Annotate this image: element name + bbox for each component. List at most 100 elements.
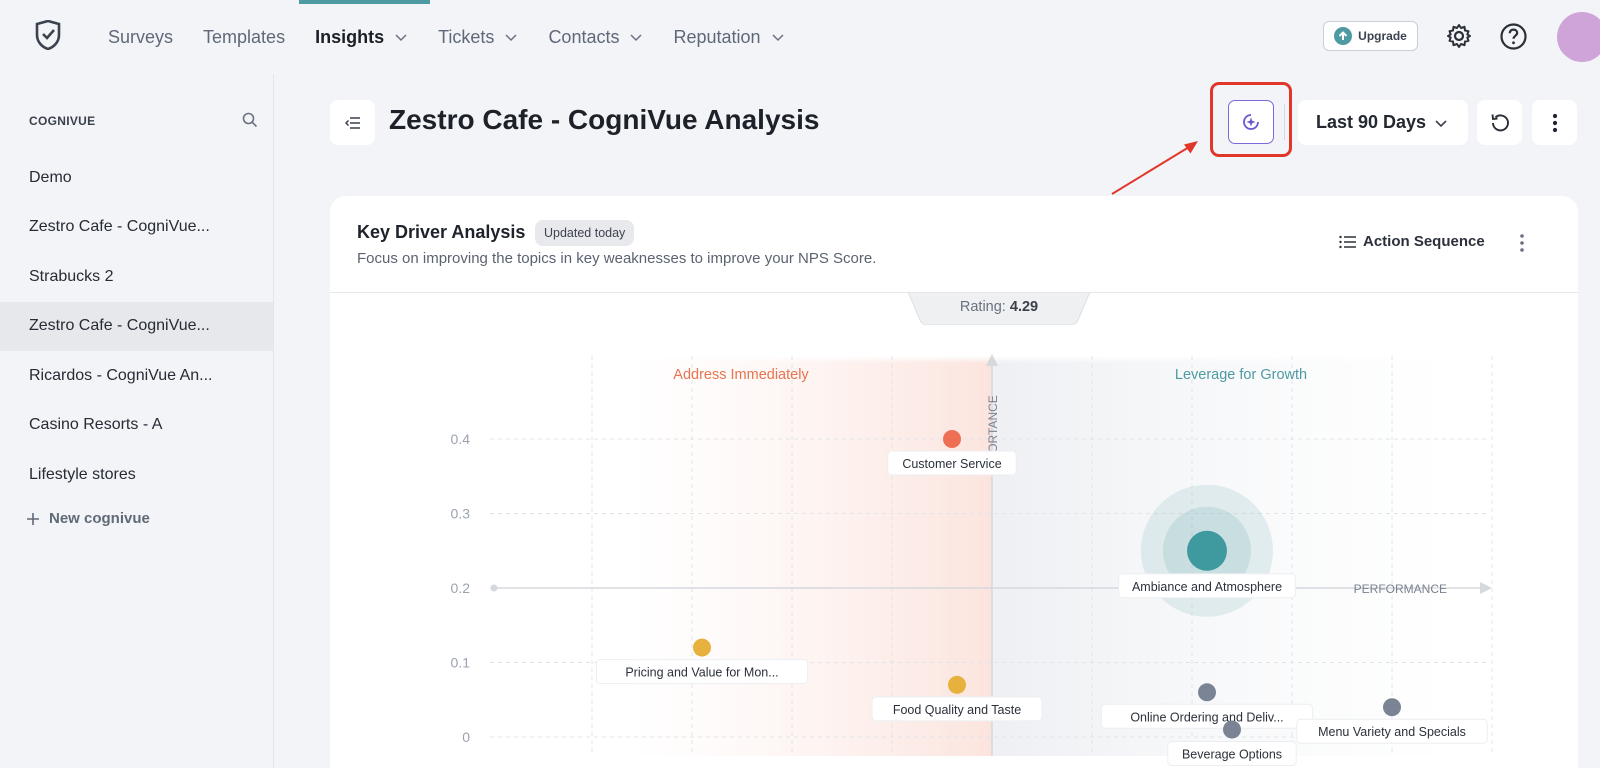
x-axis-arrow (1480, 582, 1492, 594)
nav-label: Reputation (673, 26, 761, 47)
top-fade (590, 356, 1550, 416)
point-label-bg (1118, 573, 1296, 599)
upgrade-label: Upgrade (1358, 29, 1407, 43)
header-divider (1284, 104, 1285, 140)
brand-logo-icon[interactable] (34, 20, 62, 50)
point-label: Pricing and Value for Mon... (625, 666, 778, 680)
data-point (1383, 698, 1401, 717)
point-label: Online Ordering and Deliv... (1130, 710, 1283, 724)
sidebar: COGNIVUE Demo Zestro Cafe - CogniVue... St… (0, 74, 274, 768)
plus-icon (27, 512, 39, 525)
annotation-arrow-icon (1111, 141, 1198, 195)
sidebar-list: Demo Zestro Cafe - CogniVue... Strabucks 2… (0, 153, 273, 500)
y-tick-label: 0.2 (451, 580, 471, 596)
date-range-label: Last 90 Days (1316, 112, 1427, 132)
sidebar-item[interactable]: Lifestyle stores (29, 465, 136, 483)
sidebar-item[interactable]: Zestro Cafe - CogniVue... (0, 301, 273, 351)
new-cognivue-button[interactable]: New cognivue (25, 510, 150, 527)
sidebar-item[interactable]: Ricardos - CogniVue An... (29, 366, 213, 384)
nav-contacts[interactable]: Contacts (548, 0, 643, 74)
y-axis-label: ORTANCE (986, 395, 1000, 453)
ai-insights-button[interactable] (1228, 100, 1274, 144)
point-label-bg (595, 659, 809, 685)
nav-label: Templates (203, 26, 286, 47)
rating-tab-shape (908, 292, 1090, 325)
point-label: Menu Variety and Specials (1318, 725, 1466, 739)
gear-icon[interactable] (1446, 23, 1472, 49)
nav-label: Insights (315, 26, 385, 47)
data-point (943, 430, 961, 448)
main-nav: Surveys Templates Insights Tickets Contacts R… (108, 0, 815, 74)
refresh-button[interactable] (1477, 100, 1522, 145)
rating-label: Rating: (959, 299, 1006, 315)
y-tick-label: 0.3 (451, 506, 471, 522)
point-label: Ambiance and Atmosphere (1132, 580, 1282, 594)
toggle-sidebar-button[interactable] (330, 100, 375, 145)
sidebar-item[interactable]: Demo (29, 168, 72, 186)
y-tick-label: 0 (462, 729, 470, 745)
sidebar-item[interactable]: Casino Resorts - A (29, 416, 163, 434)
chevron-down-icon (395, 34, 407, 42)
point-label: Beverage Options (1182, 748, 1282, 762)
point-label-bg (887, 450, 1017, 476)
chevron-down-icon (772, 34, 784, 42)
data-point (1198, 683, 1216, 702)
card-kebab-icon[interactable] (1518, 233, 1526, 253)
top-nav: Surveys Templates Insights Tickets Contacts R… (0, 0, 1600, 74)
key-driver-card: Key Driver Analysis Updated today Focus … (330, 196, 1578, 768)
sidebar-heading: COGNIVUE (29, 114, 96, 128)
data-point (1223, 720, 1241, 739)
new-cognivue-label: New cognivue (49, 510, 150, 527)
action-sequence-label: Action Sequence (1363, 233, 1485, 250)
kebab-menu-icon (1552, 113, 1557, 132)
point-label-bg (871, 696, 1043, 722)
avatar[interactable] (1557, 12, 1600, 62)
updated-badge: Updated today (535, 220, 635, 246)
key-driver-chart: 0.4 0.3 0.2 0.1 0 PERFORMANCE ORTANCE Address I… (451, 354, 1550, 767)
chevron-down-icon (1435, 119, 1447, 127)
point-label-bg (1100, 703, 1314, 729)
nav-label: Contacts (548, 26, 620, 47)
quadrant-label-address: Address Immediately (673, 367, 809, 383)
ai-sparkle-icon (1243, 114, 1259, 130)
upgrade-button[interactable]: Upgrade (1323, 21, 1418, 51)
nav-surveys[interactable]: Surveys (108, 0, 173, 74)
nav-tickets[interactable]: Tickets (438, 0, 518, 74)
nav-label: Surveys (108, 26, 174, 47)
nav-templates[interactable]: Templates (203, 0, 285, 74)
nav-insights[interactable]: Insights (299, 0, 431, 74)
nav-label: Tickets (438, 26, 495, 47)
sidebar-item[interactable]: Strabucks 2 (29, 267, 114, 285)
chevron-down-icon (630, 34, 643, 42)
quadrant-label-leverage: Leverage for Growth (1175, 367, 1307, 383)
y-axis-arrow (986, 354, 998, 366)
action-sequence-button[interactable]: Action Sequence (1339, 233, 1485, 250)
address-zone (630, 356, 992, 756)
point-label: Food Quality and Taste (893, 703, 1021, 717)
search-icon[interactable] (242, 112, 258, 128)
data-point (693, 638, 711, 657)
card-subtitle: Focus on improving the topics in key wea… (357, 250, 877, 267)
x-axis-origin-dot (490, 584, 498, 592)
highlight-box (1210, 82, 1292, 157)
upgrade-arrow-icon (1334, 27, 1353, 45)
data-point (948, 675, 966, 694)
list-icon (1339, 235, 1356, 248)
page-title: Zestro Cafe - CogniVue Analysis (389, 104, 820, 135)
point-label: Customer Service (902, 457, 1001, 471)
nav-reputation[interactable]: Reputation (673, 0, 784, 74)
data-point (1187, 530, 1227, 571)
chevron-down-icon (505, 34, 517, 42)
point-label-bg (1167, 741, 1297, 767)
more-options-button[interactable] (1532, 100, 1577, 145)
x-axis-label: PERFORMANCE (1354, 582, 1447, 596)
help-icon[interactable] (1500, 23, 1527, 50)
card-title: Key Driver Analysis (357, 222, 526, 242)
refresh-icon (1491, 113, 1509, 131)
y-tick-label: 0.4 (451, 431, 471, 447)
collapse-menu-icon (344, 116, 360, 129)
point-label-bg (1296, 718, 1488, 744)
date-range-dropdown[interactable]: Last 90 Days (1298, 100, 1468, 145)
sidebar-item[interactable]: Zestro Cafe - CogniVue... (29, 218, 210, 236)
y-tick-label: 0.1 (451, 655, 471, 671)
